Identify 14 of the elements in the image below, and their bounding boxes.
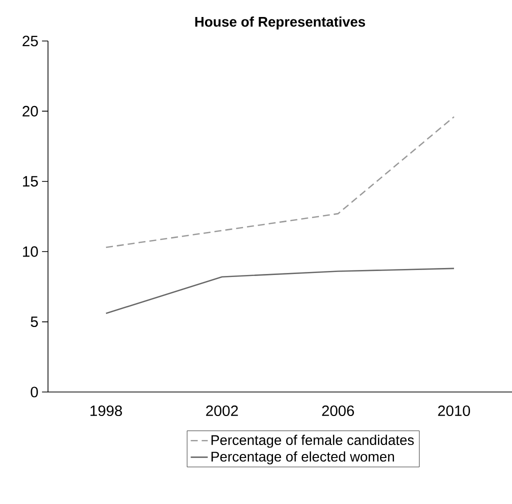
chart-title: House of Representatives [195, 16, 366, 30]
x-tick-label: 2002 [206, 405, 238, 416]
legend-label: Percentage of elected women [212, 451, 394, 464]
x-tick-label: 1998 [90, 405, 122, 416]
line-series [105, 268, 455, 314]
y-tick-label: 25 [22, 36, 38, 46]
x-tick-label: 2006 [322, 405, 354, 416]
y-tick-label: 10 [23, 246, 38, 257]
y-tick-label: 20 [22, 106, 38, 116]
legend-label: Percentage of female candidates [212, 434, 414, 448]
y-tick-label: 5 [30, 316, 38, 328]
x-tick-label: 2010 [438, 405, 470, 416]
y-tick-label: 0 [30, 386, 38, 398]
y-tick-label: 15 [23, 176, 38, 187]
